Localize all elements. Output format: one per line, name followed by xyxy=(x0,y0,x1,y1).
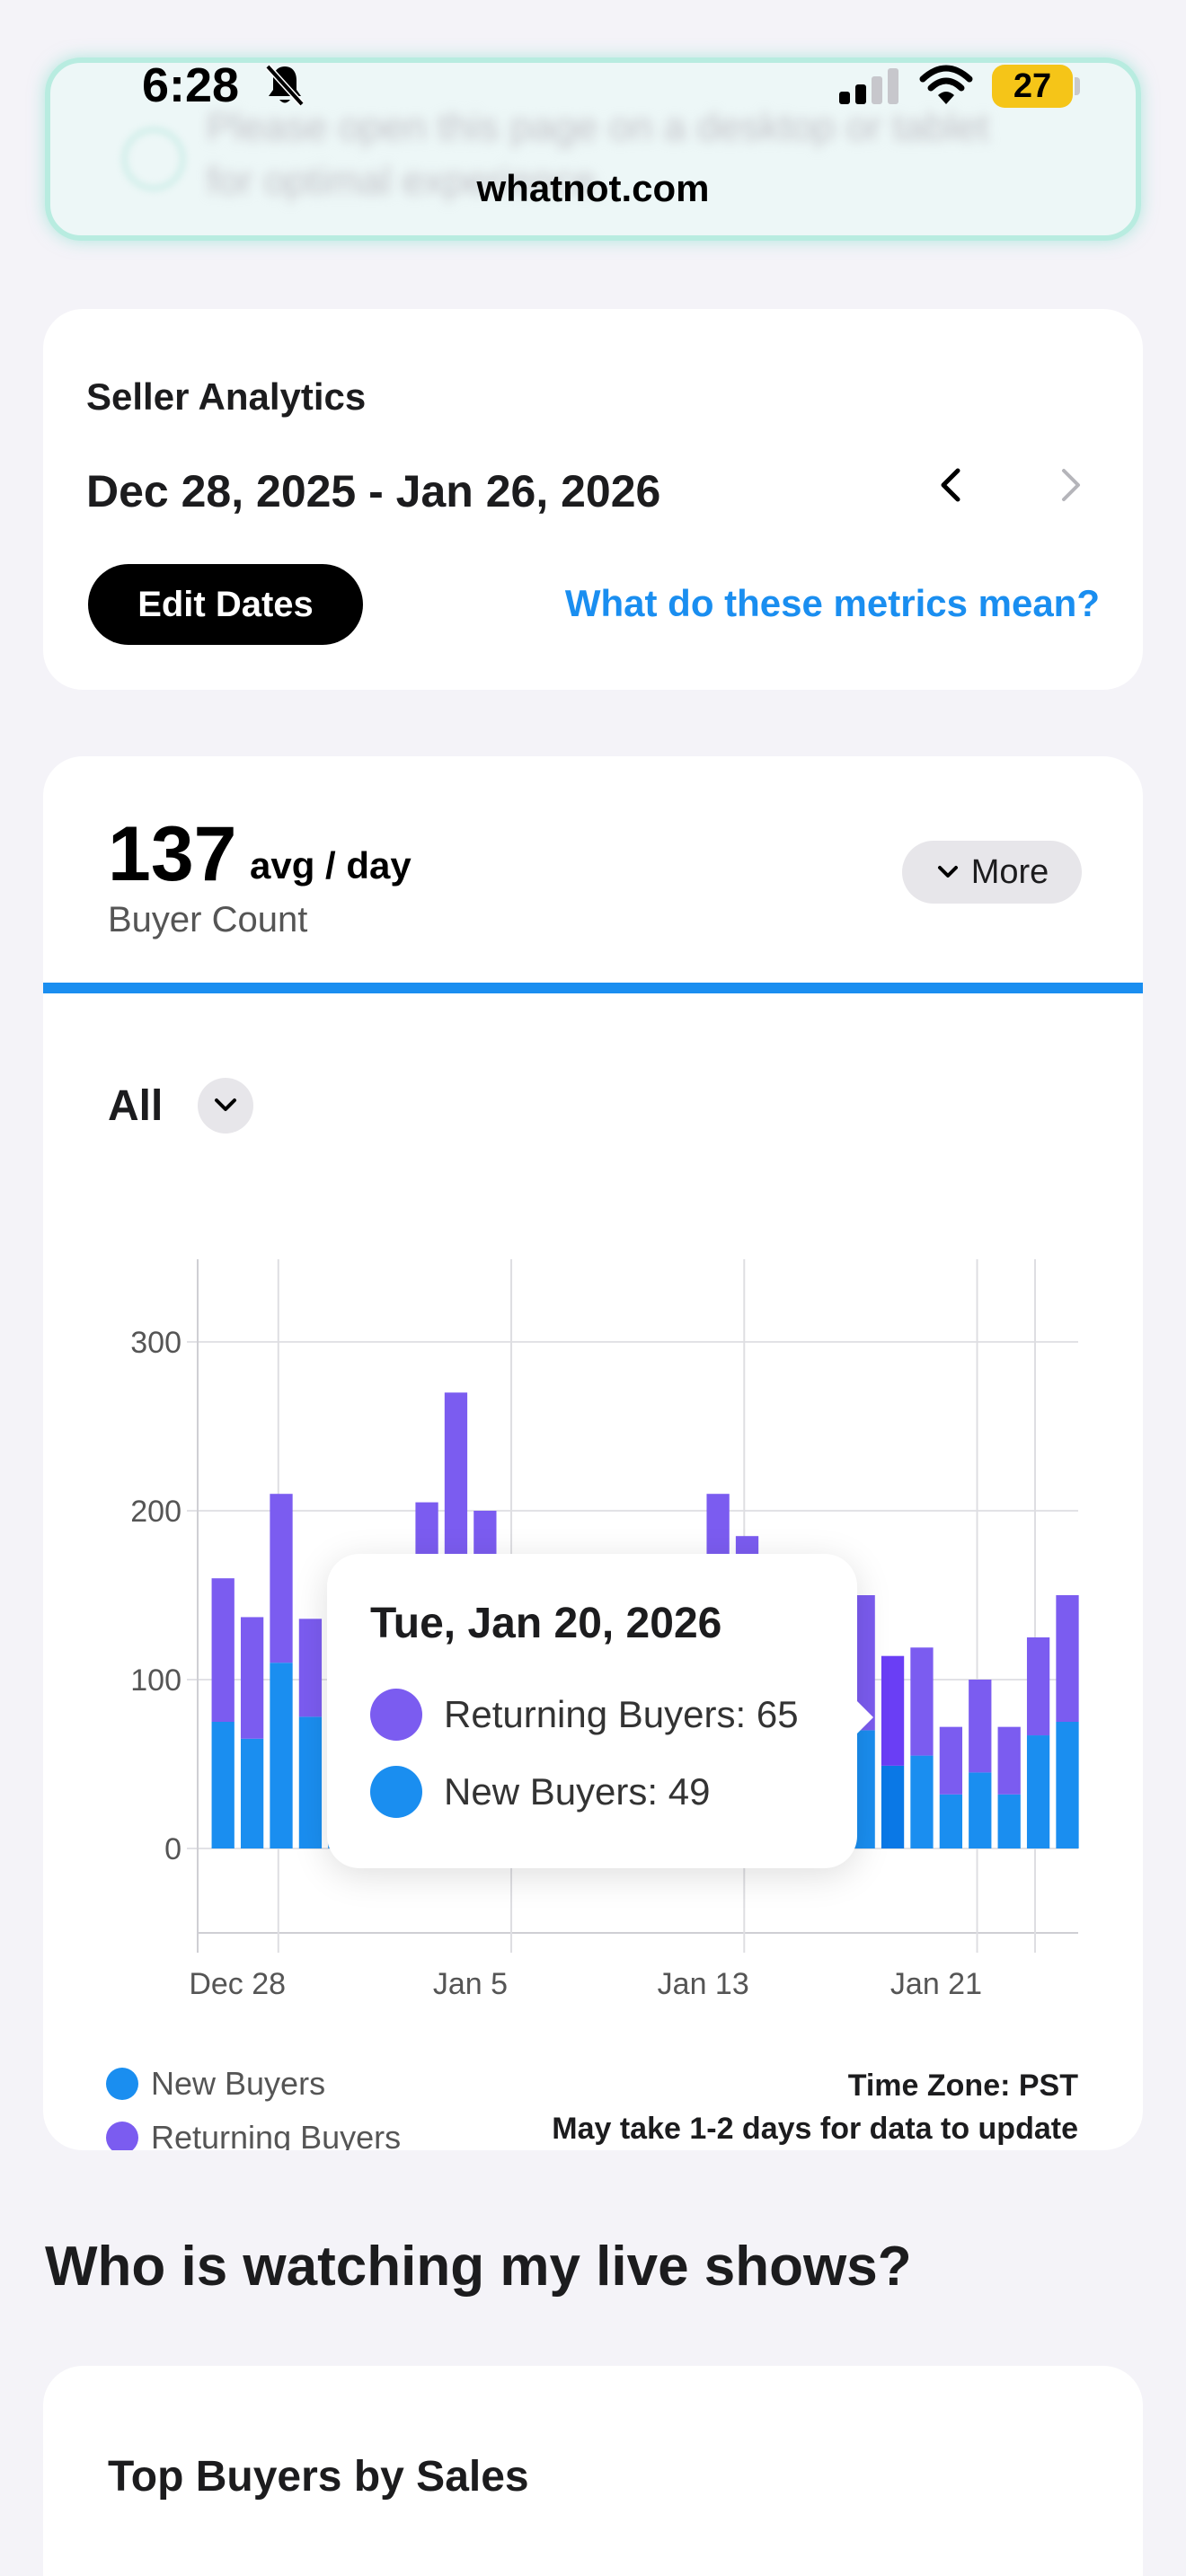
bar-returning-buyers xyxy=(969,1680,992,1773)
page-url[interactable]: whatnot.com xyxy=(476,167,710,209)
bar-returning-buyers xyxy=(240,1617,264,1739)
chevron-right-icon[interactable] xyxy=(1053,458,1089,512)
bar-returning-buyers xyxy=(1056,1595,1079,1722)
buyer-count-value: 137 xyxy=(108,811,237,897)
buyer-count-label: Buyer Count xyxy=(108,900,308,940)
filter-dropdown-button[interactable] xyxy=(198,1078,253,1134)
bar-returning-buyers xyxy=(298,1619,323,1717)
more-button[interactable]: More xyxy=(902,841,1082,904)
legend-item-returning[interactable]: Returning Buyers xyxy=(106,2111,401,2150)
y-tick-label: 0 xyxy=(164,1832,181,1866)
bar-new-buyers xyxy=(881,1765,905,1848)
battery-indicator: 27 xyxy=(992,65,1073,108)
tooltip-returning-value: Returning Buyers: 65 xyxy=(444,1693,799,1735)
live-shows-heading: Who is watching my live shows? xyxy=(45,2236,912,2298)
edit-dates-button[interactable]: Edit Dates xyxy=(88,564,363,645)
cellular-signal-icon xyxy=(839,68,898,104)
chart-tooltip: Tue, Jan 20, 2026 Returning Buyers: 65 N… xyxy=(327,1554,873,1868)
legend-label-returning: Returning Buyers xyxy=(151,2119,402,2150)
bar-new-buyers xyxy=(1056,1722,1079,1848)
top-buyers-card: Top Buyers by Sales xyxy=(43,2366,1143,2576)
tooltip-returning-row: Returning Buyers: 65 xyxy=(370,1689,799,1741)
x-tick-label: Jan 21 xyxy=(890,1967,982,2001)
bar-new-buyers xyxy=(211,1722,235,1848)
bar-new-buyers xyxy=(270,1663,293,1848)
bar-new-buyers xyxy=(240,1738,264,1848)
tooltip-arrow xyxy=(854,1698,873,1737)
bar-new-buyers xyxy=(969,1772,992,1848)
bar-returning-buyers xyxy=(939,1726,963,1795)
bar-returning-buyers xyxy=(910,1647,934,1756)
filter-label[interactable]: All xyxy=(108,1082,164,1130)
new-buyers-swatch xyxy=(370,1766,422,1818)
section-title: Seller Analytics xyxy=(86,375,367,418)
x-tick-label: Jan 13 xyxy=(658,1967,749,2001)
active-tab-indicator xyxy=(43,983,1143,993)
x-tick-label: Dec 28 xyxy=(189,1967,286,2001)
data-delay-note: May take 1-2 days for data to update xyxy=(552,2112,1078,2146)
new-buyers-legend-swatch xyxy=(106,2068,138,2100)
metrics-help-link[interactable]: What do these metrics mean? xyxy=(564,582,1100,624)
wifi-icon xyxy=(919,65,973,104)
y-tick-label: 200 xyxy=(130,1495,181,1529)
bar-new-buyers xyxy=(1026,1735,1050,1848)
returning-buyers-swatch xyxy=(370,1689,422,1741)
x-tick-label: Jan 5 xyxy=(433,1967,508,2001)
banner-text: Please open this page on a desktop or ta… xyxy=(207,105,989,203)
chevron-down-icon xyxy=(937,866,958,878)
chevron-left-icon[interactable] xyxy=(933,458,969,512)
buyer-count-unit: avg / day xyxy=(250,844,412,887)
bar-new-buyers xyxy=(910,1755,934,1848)
legend-label-new: New Buyers xyxy=(151,2065,326,2102)
more-label: More xyxy=(970,852,1049,891)
status-time: 6:28 xyxy=(142,58,240,112)
bell-muted-icon xyxy=(265,64,305,107)
legend-item-new[interactable]: New Buyers xyxy=(106,2057,401,2111)
y-tick-label: 300 xyxy=(130,1326,181,1360)
buyer-count-card: 137 avg / day Buyer Count More All 0 100 2… xyxy=(43,756,1143,2150)
y-tick-label: 100 xyxy=(130,1663,181,1698)
seller-analytics-card: Seller Analytics Dec 28, 2025 - Jan 26, … xyxy=(43,309,1143,690)
chart-footnote: Time Zone: PST May take 1-2 days for dat… xyxy=(552,2064,1078,2150)
tooltip-new-value: New Buyers: 49 xyxy=(444,1770,711,1813)
tooltip-date: Tue, Jan 20, 2026 xyxy=(370,1600,722,1647)
bar-new-buyers xyxy=(997,1794,1021,1848)
bar-returning-buyers xyxy=(997,1726,1021,1795)
top-buyers-heading: Top Buyers by Sales xyxy=(108,2453,529,2501)
bar-returning-buyers xyxy=(1026,1637,1050,1736)
date-range: Dec 28, 2025 - Jan 26, 2026 xyxy=(86,466,661,516)
chevron-down-icon xyxy=(215,1098,236,1111)
bar-returning-buyers xyxy=(270,1494,293,1663)
returning-buyers-legend-swatch xyxy=(106,2122,138,2150)
bar-returning-buyers xyxy=(881,1655,905,1766)
time-zone-note: Time Zone: PST xyxy=(847,2069,1078,2103)
battery-cap xyxy=(1075,77,1080,95)
tooltip-new-row: New Buyers: 49 xyxy=(370,1766,710,1818)
info-icon xyxy=(122,128,185,190)
chart-legend: New Buyers Returning Buyers xyxy=(106,2057,401,2150)
bar-returning-buyers xyxy=(211,1578,235,1722)
bar-new-buyers xyxy=(298,1716,323,1848)
bar-new-buyers xyxy=(939,1794,963,1848)
